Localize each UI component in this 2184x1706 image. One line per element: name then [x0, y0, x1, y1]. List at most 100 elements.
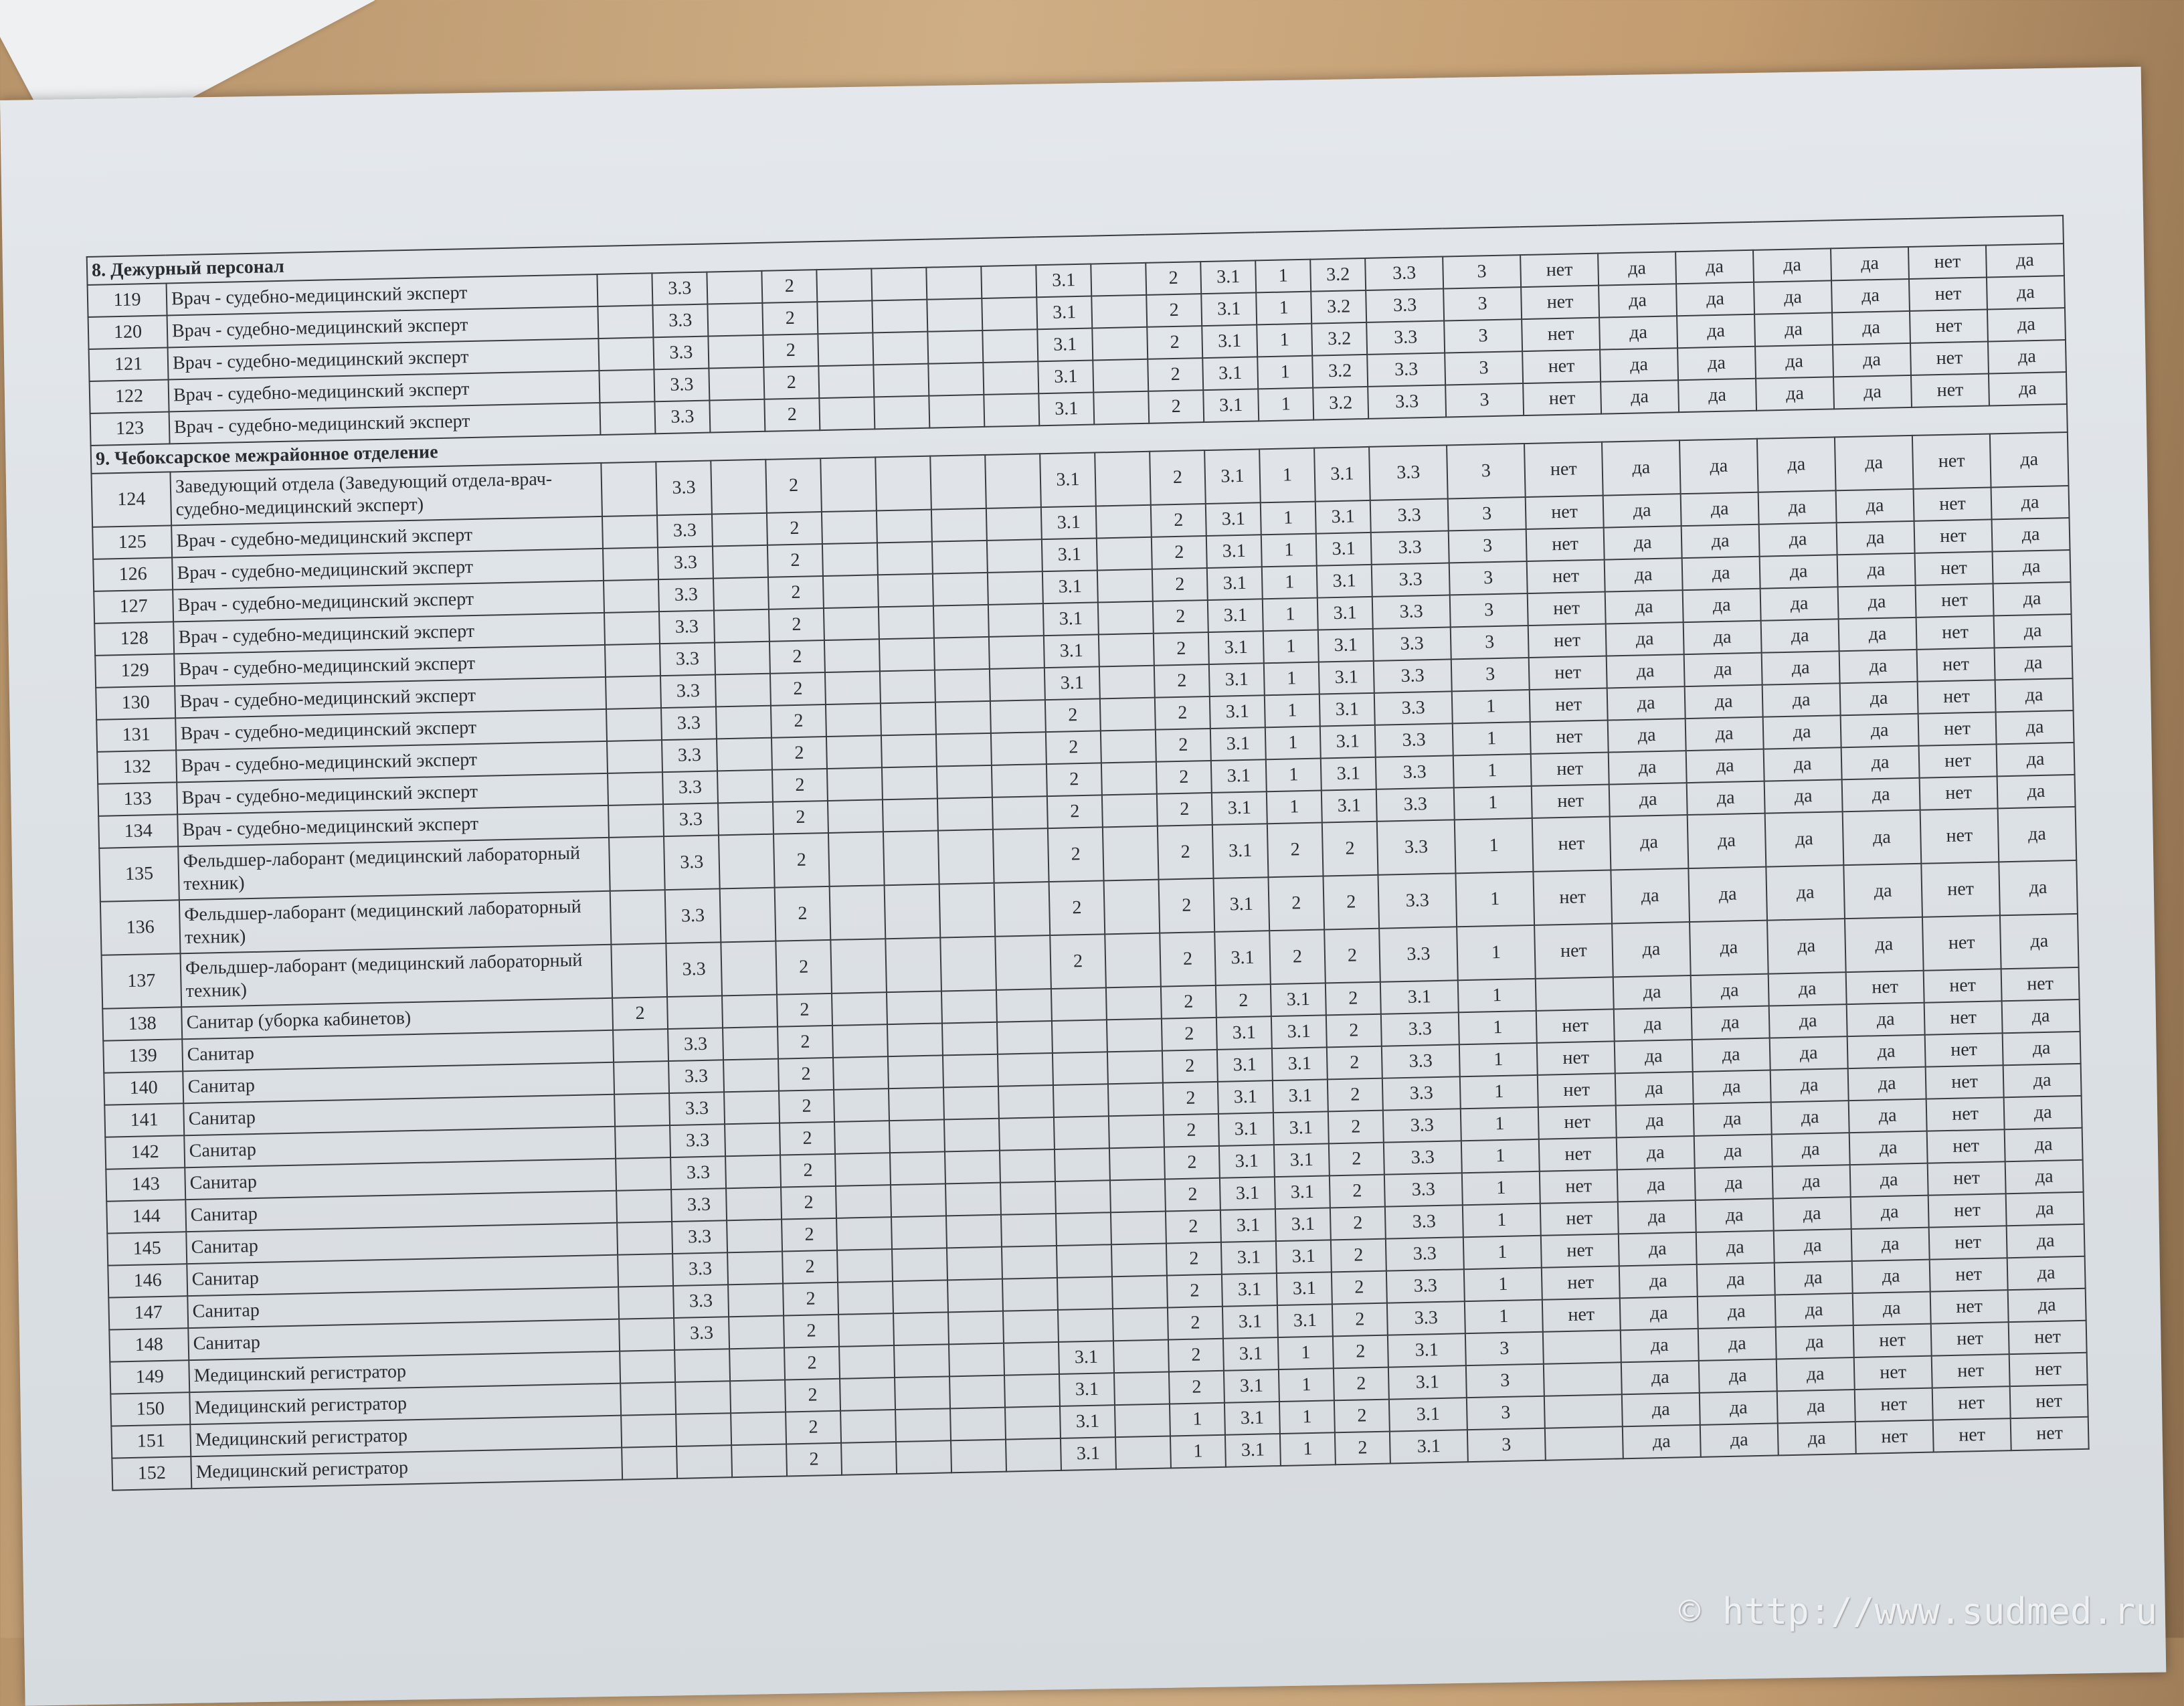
table-cell: 2 — [1164, 1145, 1220, 1179]
table-cell — [718, 801, 774, 836]
position-name: Фельдшер-лаборант (медицинский лаборатор… — [179, 890, 612, 954]
table-cell: 3 — [1465, 1331, 1544, 1366]
table-cell: 2 — [1324, 928, 1380, 983]
table-cell: да — [1619, 1296, 1698, 1331]
table-cell — [1004, 1373, 1060, 1408]
table-cell: 1 — [1266, 790, 1322, 824]
table-cell: да — [1603, 526, 1682, 560]
table-cell — [715, 705, 771, 739]
table-cell: нет — [2009, 1384, 2088, 1419]
table-cell: 3.3 — [664, 888, 721, 944]
table-cell: 3.3 — [1368, 385, 1447, 419]
table-cell: 2 — [771, 736, 827, 770]
table-cell — [726, 1187, 782, 1221]
table-cell: 3.3 — [1375, 755, 1454, 789]
table-cell: 3.1 — [1040, 452, 1096, 508]
table-cell — [1057, 1309, 1113, 1342]
table-cell: нет — [1539, 1169, 1618, 1204]
table-cell — [934, 668, 990, 702]
table-cell: 1 — [1265, 758, 1322, 792]
table-cell: 1 — [1261, 565, 1317, 599]
table-cell: да — [1835, 488, 1914, 523]
table-cell: да — [1997, 774, 2076, 809]
table-cell: да — [1617, 1200, 1696, 1234]
table-cell: 2 — [778, 1025, 834, 1059]
table-cell: да — [1754, 312, 1833, 347]
row-number: 123 — [90, 411, 170, 446]
table-cell — [891, 1216, 947, 1250]
table-cell: 2 — [784, 1346, 840, 1380]
table-cell: 2 — [1326, 1014, 1382, 1048]
table-cell: 2 — [1166, 1242, 1222, 1276]
table-cell: 2 — [1148, 358, 1204, 391]
table-cell: 1 — [1459, 1074, 1538, 1109]
table-cell: нет — [1916, 615, 1995, 650]
table-cell: 3.3 — [660, 674, 716, 708]
table-cell: нет — [1526, 527, 1605, 562]
table-cell: нет — [1524, 442, 1603, 498]
table-cell: 1 — [1265, 726, 1321, 760]
table-cell — [947, 1246, 1002, 1281]
table-cell: 1 — [1453, 785, 1532, 820]
table-cell: да — [1615, 1103, 1694, 1138]
table-cell: 3.3 — [1366, 288, 1445, 322]
row-number: 129 — [95, 654, 175, 688]
table-cell: да — [1606, 654, 1685, 688]
table-cell: 2 — [1162, 1081, 1218, 1115]
table-cell: да — [1997, 806, 2077, 862]
table-cell: 2 — [1156, 792, 1212, 826]
table-cell — [709, 399, 765, 433]
table-cell: 1 — [1462, 1203, 1541, 1238]
table-cell: 2 — [1327, 1078, 1383, 1112]
table-cell — [989, 668, 1045, 701]
table-cell — [827, 799, 883, 833]
table-cell: 2 — [1332, 1335, 1388, 1369]
table-cell — [613, 1029, 669, 1062]
table-cell: 3.1 — [1200, 260, 1257, 294]
table-cell: да — [1993, 582, 2072, 616]
table-cell: 2 — [1215, 984, 1271, 1018]
row-number: 120 — [88, 315, 168, 349]
table-cell — [832, 1024, 888, 1058]
table-cell: да — [1842, 810, 1922, 866]
table-cell: нет — [1530, 752, 1609, 786]
table-cell — [599, 369, 655, 403]
table-cell: да — [1834, 435, 1914, 491]
table-cell: 2 — [1047, 827, 1104, 882]
table-cell: 2 — [778, 1057, 834, 1091]
table-cell — [881, 734, 937, 768]
table-cell: 3.1 — [1222, 1337, 1279, 1371]
row-number: 138 — [102, 1007, 183, 1041]
table-cell: да — [1605, 622, 1684, 656]
table-cell: 2 — [1168, 1338, 1224, 1372]
table-cell — [833, 1056, 889, 1090]
table-cell: нет — [1910, 341, 1989, 375]
table-cell: 3.1 — [1203, 389, 1259, 423]
table-cell: 3.2 — [1310, 258, 1366, 292]
table-cell — [880, 702, 936, 736]
table-cell: 2 — [780, 1121, 836, 1155]
table-cell: 3.1 — [1218, 1145, 1275, 1178]
table-cell — [883, 830, 939, 886]
table-cell: да — [1691, 1006, 1770, 1040]
table-cell — [894, 1344, 950, 1378]
table-cell — [731, 1444, 788, 1478]
table-cell — [981, 265, 1037, 298]
table-cell — [820, 457, 877, 512]
table-cell: 2 — [1330, 1238, 1386, 1272]
table-cell: да — [1686, 781, 1765, 816]
table-cell: да — [1843, 863, 1922, 919]
row-number: 150 — [110, 1392, 191, 1426]
table-cell — [601, 462, 657, 516]
table-cell — [838, 1313, 895, 1347]
table-cell: 3.3 — [662, 739, 717, 773]
table-cell: да — [1683, 620, 1762, 655]
table-cell — [841, 1442, 897, 1475]
table-cell: 2 — [1050, 934, 1106, 989]
table-cell — [941, 989, 997, 1024]
table-cell: 1 — [1263, 662, 1320, 696]
table-cell: 3.1 — [1389, 1430, 1468, 1464]
document-page: 8. Дежурный персонал 119 Врач - судебно-ме… — [0, 66, 2167, 1706]
table-cell: 3.1 — [1270, 983, 1326, 1017]
table-cell — [986, 539, 1042, 573]
